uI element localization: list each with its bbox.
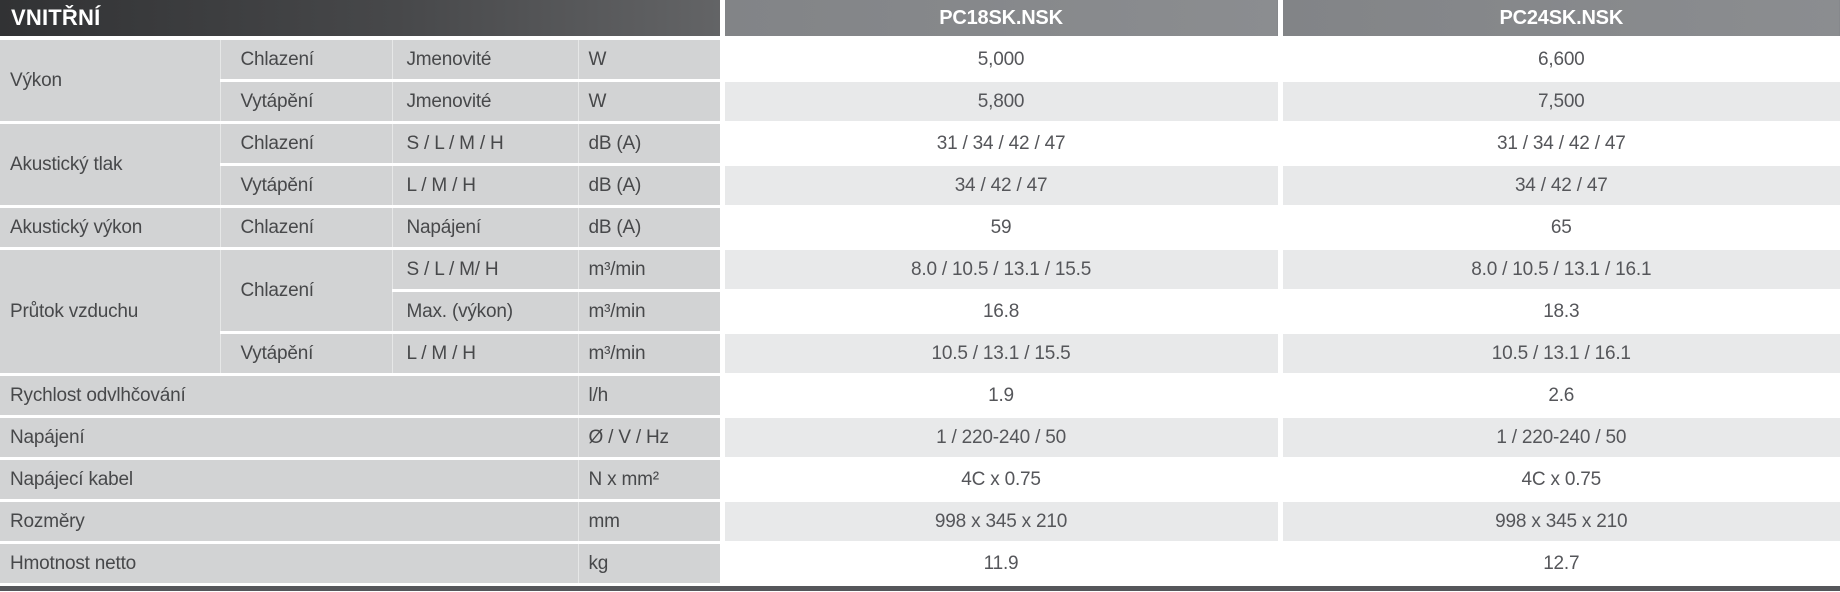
table-bottom-border [0,586,1840,591]
value-cell-pc18: 4C x 0.75 [722,458,1283,502]
value-cell-pc24: 34 / 42 / 47 [1280,164,1840,208]
mode-cell: Chlazení [220,206,393,250]
detail-cell: Max. (výkon) [392,290,579,334]
category-cell: Rychlost odvlhčování [0,374,579,418]
unit-cell: W [578,80,725,124]
detail-cell: S / L / M/ H [392,248,579,292]
spec-row: Napájecí kabel N x mm² 4C x 0.75 4C x 0.… [0,458,1840,502]
detail-cell: L / M / H [392,332,579,376]
value-cell-pc18: 998 x 345 x 210 [722,500,1283,544]
value-cell-pc24: 4C x 0.75 [1280,458,1840,502]
spec-row: Napájení Ø / V / Hz 1 / 220-240 / 50 1 /… [0,416,1840,460]
unit-cell: l/h [578,374,725,418]
value-cell-pc18: 11.9 [722,542,1283,586]
category-cell: Průtok vzduchu [0,248,221,376]
spec-row: Vytápění L / M / H m³/min 10.5 / 13.1 / … [0,332,1840,376]
detail-cell: Jmenovité [392,80,579,124]
value-cell-pc24: 12.7 [1280,542,1840,586]
value-cell-pc18: 5,800 [722,80,1283,124]
category-cell: Rozměry [0,500,579,544]
value-cell-pc18: 10.5 / 13.1 / 15.5 [722,332,1283,376]
mode-cell: Vytápění [220,332,393,376]
spec-row: Výkon Chlazení Jmenovité W 5,000 6,600 [0,38,1840,124]
value-cell-pc24: 998 x 345 x 210 [1280,500,1840,544]
detail-cell: Napájení [392,206,579,250]
spec-row: Vytápění Jmenovité W 5,800 7,500 [0,80,1840,124]
section-title: VNITŘNÍ [0,0,725,40]
value-cell-pc24: 31 / 34 / 42 / 47 [1280,122,1840,166]
detail-cell: L / M / H [392,164,579,208]
category-cell: Výkon [0,38,221,124]
value-cell-pc24: 8.0 / 10.5 / 13.1 / 16.1 [1280,248,1840,292]
spec-row: Vytápění L / M / H dB (A) 34 / 42 / 47 3… [0,164,1840,208]
value-cell-pc18: 1 / 220-240 / 50 [722,416,1283,460]
value-cell-pc24: 65 [1280,206,1840,250]
model-header-pc18: PC18SK.NSK [722,0,1283,40]
mode-cell: Chlazení [220,248,393,334]
value-cell-pc24: 18.3 [1280,290,1840,334]
spec-row: Hmotnost netto kg 11.9 12.7 [0,542,1840,586]
spec-row: Rychlost odvlhčování l/h 1.9 2.6 [0,374,1840,418]
unit-cell: dB (A) [578,164,725,208]
mode-cell: Chlazení [220,122,393,166]
unit-cell: kg [578,542,725,586]
value-cell-pc18: 16.8 [722,290,1283,334]
unit-cell: m³/min [578,290,725,334]
unit-cell: dB (A) [578,206,725,250]
unit-cell: m³/min [578,248,725,292]
detail-cell: Jmenovité [392,38,579,82]
value-cell-pc24: 6,600 [1280,38,1840,82]
mode-cell: Chlazení [220,38,393,82]
value-cell-pc18: 5,000 [722,38,1283,82]
category-cell: Hmotnost netto [0,542,579,586]
spec-row: Akustický tlak Chlazení S / L / M / H dB… [0,122,1840,208]
category-cell: Akustický výkon [0,206,221,250]
spec-row: Max. (výkon) m³/min 16.8 18.3 [0,290,1840,334]
mode-cell: Vytápění [220,164,393,208]
category-cell: Napájení [0,416,579,460]
spec-row: Akustický výkon Chlazení Napájení dB (A)… [0,206,1840,250]
detail-cell: S / L / M / H [392,122,579,166]
value-cell-pc24: 1 / 220-240 / 50 [1280,416,1840,460]
model-header-pc24: PC24SK.NSK [1280,0,1840,40]
unit-cell: m³/min [578,332,725,376]
spec-row: Průtok vzduchu Chlazení S / L / M/ H m³/… [0,248,1840,376]
unit-cell: W [578,38,725,82]
unit-cell: dB (A) [578,122,725,166]
value-cell-pc18: 59 [722,206,1283,250]
category-cell: Napájecí kabel [0,458,579,502]
unit-cell: Ø / V / Hz [578,416,725,460]
value-cell-pc24: 7,500 [1280,80,1840,124]
unit-cell: mm [578,500,725,544]
spec-row: Rozměry mm 998 x 345 x 210 998 x 345 x 2… [0,500,1840,544]
value-cell-pc24: 2.6 [1280,374,1840,418]
value-cell-pc24: 10.5 / 13.1 / 16.1 [1280,332,1840,376]
value-cell-pc18: 34 / 42 / 47 [722,164,1283,208]
table-header-row: VNITŘNÍ PC18SK.NSK PC24SK.NSK [0,0,1840,40]
unit-cell: N x mm² [578,458,725,502]
value-cell-pc18: 8.0 / 10.5 / 13.1 / 15.5 [722,248,1283,292]
value-cell-pc18: 1.9 [722,374,1283,418]
category-cell: Akustický tlak [0,122,221,208]
mode-cell: Vytápění [220,80,393,124]
value-cell-pc18: 31 / 34 / 42 / 47 [722,122,1283,166]
